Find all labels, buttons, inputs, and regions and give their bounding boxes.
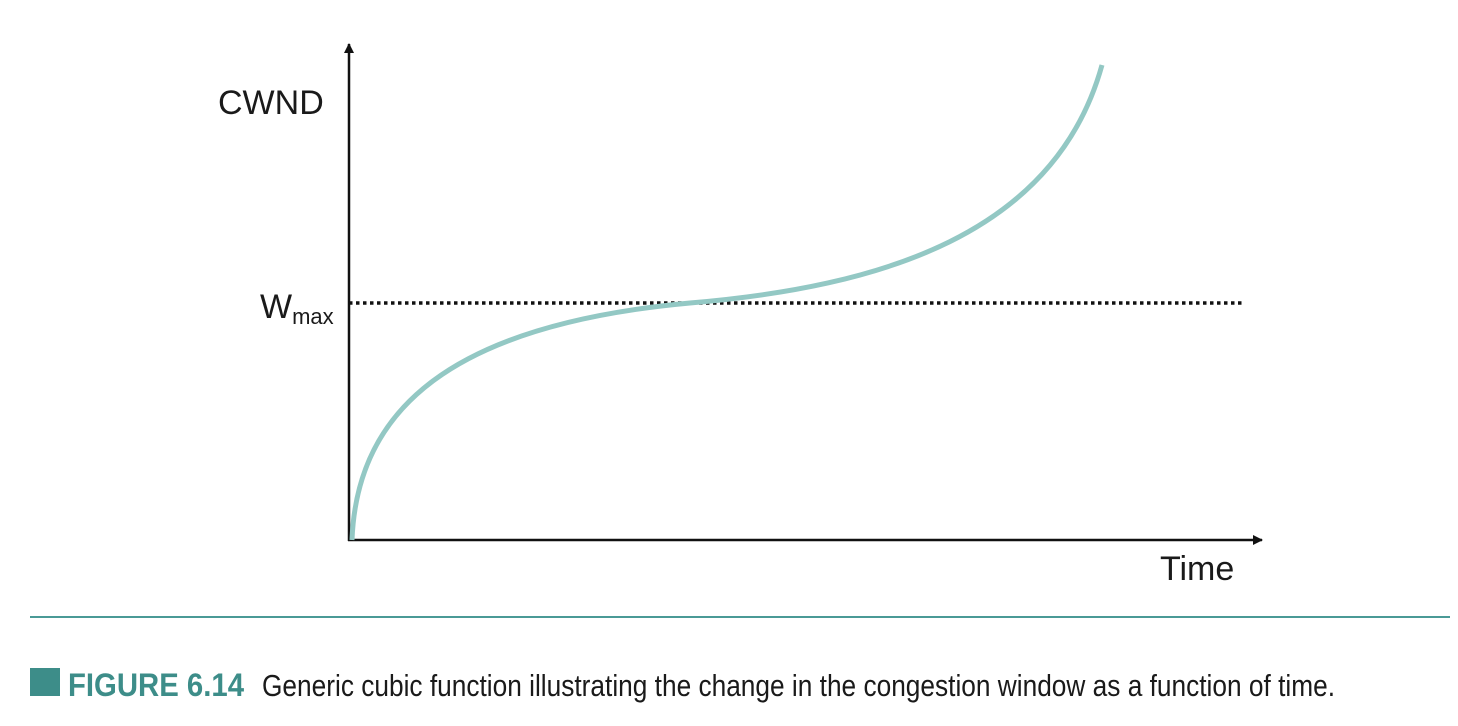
- wmax-main: W: [260, 288, 292, 326]
- caption-label: FIGURE 6.14: [68, 667, 244, 703]
- caption-text: Generic cubic function illustrating the …: [262, 668, 1335, 703]
- wmax-sub: max: [292, 304, 334, 329]
- x-axis-label: Time: [1160, 550, 1234, 588]
- wmax-label: Wmax: [260, 288, 334, 329]
- cubic-curve: [349, 64, 1105, 541]
- caption-square: [30, 668, 60, 696]
- y-axis-label: CWND: [218, 84, 324, 122]
